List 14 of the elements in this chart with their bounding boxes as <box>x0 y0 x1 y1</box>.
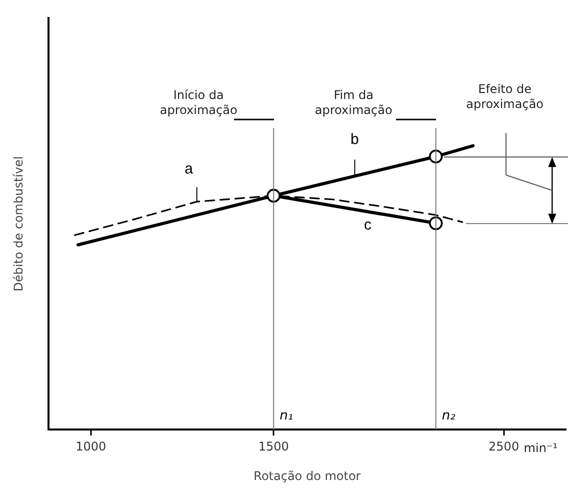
series-label: b <box>350 131 359 148</box>
ref-line-label: n₁ <box>280 408 294 424</box>
series-label: a <box>184 160 194 178</box>
x-axis-title: Rotação do motor <box>254 468 361 483</box>
y-axis-title: Débito de combustível <box>11 156 26 292</box>
x-tick-label: 2500 <box>488 440 520 454</box>
x-tick-label: 1000 <box>76 440 106 454</box>
ref-line-label: n₂ <box>442 408 456 424</box>
series-label: c <box>364 216 372 234</box>
x-tick-label: 1500 <box>258 440 289 454</box>
text: Fim da aproximação <box>314 88 394 118</box>
text: min⁻¹ <box>524 440 558 456</box>
text: Efeito de aproximação <box>465 82 545 112</box>
text: Início da aproximação <box>158 88 238 118</box>
